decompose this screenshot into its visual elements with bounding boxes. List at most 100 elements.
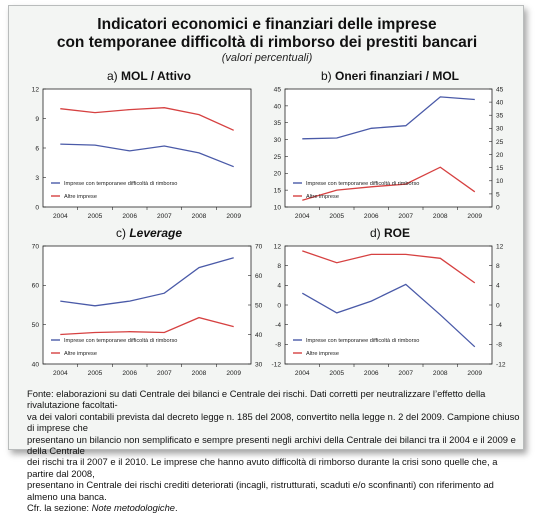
panel-d-right-tick-label: -12	[496, 361, 506, 368]
panel-b-left-tick-label: 30	[274, 137, 282, 144]
panel-d-legend-label: Imprese con temporanee difficoltà di rim…	[306, 338, 419, 344]
panel-d-letter: d)	[369, 226, 381, 240]
panel-c-x-tick-label: 2008	[192, 370, 207, 377]
panel-d-right-tick-label: -4	[496, 322, 502, 329]
panel-b-right-tick-label: 30	[496, 126, 504, 133]
panel-b-series-other-firms-line	[302, 166, 476, 201]
panel-a-x-tick-label: 2007	[157, 213, 172, 220]
panel-d-series-other-firms-line	[302, 250, 476, 284]
panel-b-right-tick-label: 25	[496, 139, 504, 146]
panel-b-x-tick-label: 2008	[433, 213, 448, 220]
panel-a-x-tick-label: 2006	[122, 213, 137, 220]
footnote-line: presentano un bilancio non semplificato …	[27, 433, 516, 457]
panel-d-left-tick-label: -8	[275, 342, 281, 349]
panel-d-x-tick-label: 2005	[329, 370, 344, 377]
footnote-last-line: Cfr. la sezione: Note metodologiche.	[27, 502, 522, 513]
panel-c-letter: c)	[115, 226, 126, 240]
panel-b-left-tick-label: 15	[274, 188, 282, 195]
panel-d-right-tick-label: 12	[496, 243, 504, 250]
panel-c-plot-area	[42, 245, 252, 365]
panel-b-series-difficulty-firms-line	[302, 96, 475, 140]
panel-b-plot-area	[284, 88, 493, 208]
panel-a-name: MOL / Attivo	[121, 69, 191, 83]
panel-c-left-tick-label: 40	[32, 361, 40, 368]
panel-c-series-other-firms-line	[60, 316, 234, 336]
panel-b-letter: b)	[320, 69, 332, 83]
panel-b-right-tick-label: 5	[496, 191, 500, 198]
footnote-line: va dei valori contabili prevista dal dec…	[27, 410, 520, 434]
figure-frame: Indicatori economici e finanziari delle …	[8, 5, 524, 513]
footnote-line: Fonte: elaborazioni su dati Centrale dei…	[27, 388, 486, 411]
panel-b-right-tick-label: 20	[496, 152, 504, 159]
panel-b-right-tick-label: 15	[496, 165, 504, 172]
panel-b-x-tick-label: 2009	[467, 213, 482, 220]
panel-b-right-tick-label: 10	[496, 178, 504, 185]
footnote-suffix: .	[175, 502, 178, 513]
panel-d-left-tick-label: 8	[277, 263, 281, 270]
panel-c-left-tick-label: 50	[32, 322, 40, 329]
panel-d-legend-label: Altre imprese	[306, 351, 339, 357]
panel-b-left-tick-label: 45	[274, 86, 282, 93]
panel-b-name: Oneri finanziari / MOL	[335, 69, 460, 83]
panel-a-title: a) MOL / Attivo	[29, 69, 269, 83]
panel-b-right-tick-label: 45	[496, 86, 504, 93]
footnote-reference: Note metodologiche	[91, 502, 176, 513]
panel-c-x-tick-label: 2004	[53, 370, 68, 377]
figure-title-line2: con temporanee difficoltà di rimborso de…	[56, 34, 478, 51]
panel-c-x-tick-label: 2007	[157, 370, 172, 377]
panel-a-legend-label: Altre imprese	[64, 194, 97, 200]
panel-d-x-tick-label: 2006	[364, 370, 379, 377]
footnote-line: presentano in Centrale dei rischi credit…	[27, 479, 494, 502]
panel-a-legend-label: Imprese con temporanee difficoltà di rim…	[64, 181, 177, 187]
panel-b-left-tick-label: 40	[274, 103, 282, 110]
panel-c-series-difficulty-firms-line	[60, 257, 234, 307]
panel-c-name: Leverage	[129, 226, 183, 240]
panel-b-x-tick-label: 2005	[329, 213, 344, 220]
panel-d-left-tick-label: -12	[271, 361, 281, 368]
panel-c-right-tick-label: 30	[255, 361, 263, 368]
panel-c-right-tick-label: 40	[255, 332, 263, 339]
panel-c-x-tick-label: 2009	[226, 370, 241, 377]
panel-a-x-tick-label: 2009	[226, 213, 241, 220]
panel-b-left-tick-label: 25	[274, 154, 282, 161]
panel-d-right-tick-label: 8	[496, 263, 500, 270]
figure-title-line1: Indicatori economici e finanziari delle …	[97, 16, 437, 33]
panel-d-left-tick-label: 0	[277, 302, 281, 309]
panel-c-left-tick-label: 70	[32, 243, 40, 250]
panel-c-title: c) Leverage	[29, 226, 269, 240]
panel-a-letter: a)	[106, 69, 118, 83]
panel-b-x-tick-label: 2004	[295, 213, 310, 220]
panel-d-name: ROE	[384, 226, 411, 240]
panel-d-x-tick-label: 2009	[467, 370, 482, 377]
panel-a-left-tick-label: 3	[35, 175, 39, 182]
panel-a-left-tick-label: 0	[35, 204, 39, 211]
panel-c-right-tick-label: 70	[255, 243, 263, 250]
panel-d-plot-area	[284, 245, 493, 365]
panel-d-x-tick-label: 2007	[398, 370, 413, 377]
panel-d-left-tick-label: 12	[274, 243, 282, 250]
panel-b-left-tick-label: 10	[274, 204, 282, 211]
panel-a-left-tick-label: 9	[35, 116, 39, 123]
panel-d-series-difficulty-firms-line	[301, 283, 476, 348]
figure-subtitle: (valori percentuali)	[221, 52, 313, 64]
panel-c-right-tick-label: 50	[255, 302, 263, 309]
panel-b-legend-label: Imprese con temporanee difficoltà di rim…	[306, 181, 419, 187]
panel-d-x-tick-label: 2004	[295, 370, 310, 377]
panel-a-left-tick-label: 12	[32, 86, 40, 93]
panel-c-x-tick-label: 2006	[122, 370, 137, 377]
panel-a-x-tick-label: 2008	[192, 213, 207, 220]
panel-b-x-tick-label: 2007	[398, 213, 413, 220]
panel-d-left-tick-label: -4	[275, 322, 281, 329]
panel-a-series-other-firms-line	[60, 107, 234, 131]
panel-d-right-tick-label: 4	[496, 283, 500, 290]
panel-d-right-tick-label: -8	[496, 342, 502, 349]
panel-d-right-tick-label: 0	[496, 302, 500, 309]
footnote-prefix: Cfr. la sezione:	[27, 502, 92, 513]
panel-b-left-tick-label: 20	[274, 171, 282, 178]
panel-c-right-tick-label: 60	[255, 273, 263, 280]
panel-b-right-tick-label: 0	[496, 204, 500, 211]
panel-c-x-tick-label: 2005	[88, 370, 103, 377]
panel-b-title: b) Oneri finanziari / MOL	[270, 69, 510, 83]
panel-b-right-tick-label: 35	[496, 113, 504, 120]
